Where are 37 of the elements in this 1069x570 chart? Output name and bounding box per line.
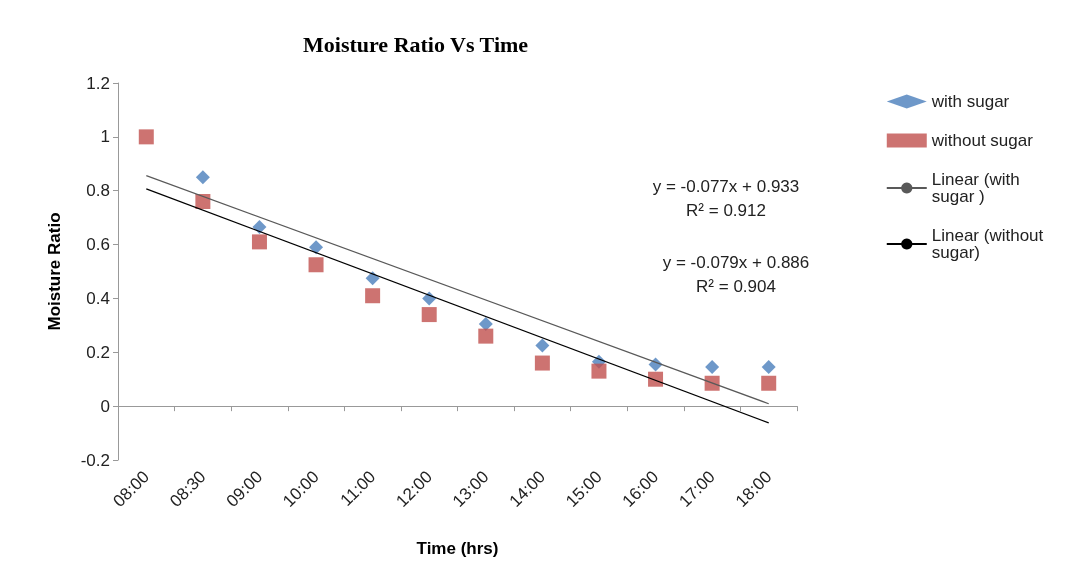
point [591, 363, 607, 379]
annotation: R² = 0.904 [696, 276, 776, 296]
point [478, 317, 493, 332]
point [761, 375, 777, 391]
y-tick-label: 1.2 [86, 73, 110, 93]
point [704, 375, 720, 391]
point [421, 307, 437, 323]
x-axis-title: Time (hrs) [416, 539, 499, 558]
legend-label: Linear (without sugar) [931, 226, 1049, 262]
point [308, 257, 324, 273]
point [534, 355, 550, 371]
annotation: R² = 0.912 [686, 200, 766, 220]
y-tick-label: 0.6 [86, 235, 110, 255]
y-tick-label: 1 [100, 127, 110, 147]
y-tick-label: 0.8 [86, 181, 110, 201]
point [138, 129, 154, 145]
y-tick-label: 0.4 [86, 288, 110, 308]
point [365, 288, 381, 304]
y-tick-label: -0.2 [80, 450, 110, 470]
point [535, 338, 550, 353]
point [705, 360, 720, 375]
point [309, 240, 324, 255]
annotation: y = -0.077x + 0.933 [652, 176, 800, 196]
legend-label: with sugar [930, 92, 1010, 111]
point [195, 170, 210, 185]
y-tick-label: 0.2 [86, 342, 110, 362]
y-axis-title: Moisture Ratio [45, 212, 64, 331]
legend-label: without sugar [930, 131, 1034, 150]
point [478, 328, 494, 344]
point [251, 234, 267, 250]
point [365, 271, 380, 286]
legend-label: Linear (with sugar ) [931, 170, 1025, 206]
chart-title: Moisture Ratio Vs Time [303, 31, 529, 57]
point [761, 360, 776, 375]
point [648, 371, 664, 387]
y-tick-label: 0 [100, 396, 110, 416]
annotation: y = -0.079x + 0.886 [662, 252, 810, 272]
